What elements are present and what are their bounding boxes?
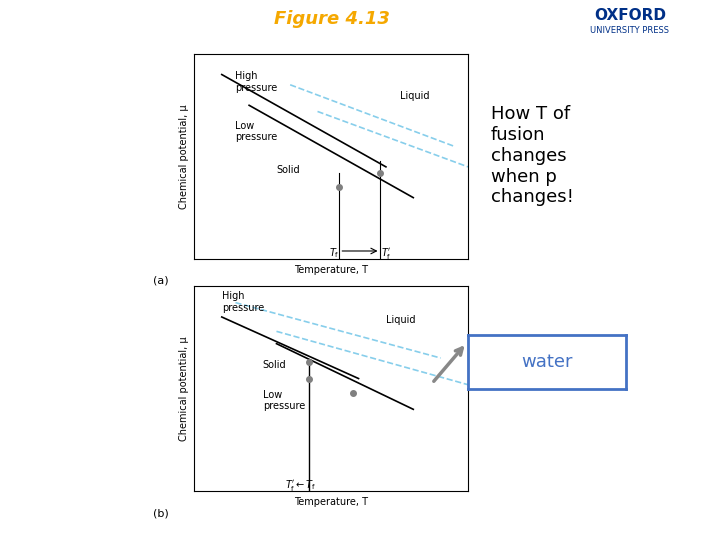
Text: OXFORD: OXFORD <box>594 8 666 23</box>
Text: $T_{\rm f}'\leftarrow T_{\rm f}$: $T_{\rm f}'\leftarrow T_{\rm f}$ <box>285 478 317 494</box>
Text: Liquid: Liquid <box>386 315 415 325</box>
Text: Low
pressure: Low pressure <box>235 120 278 142</box>
Text: Solid: Solid <box>276 165 300 175</box>
Text: (b): (b) <box>153 508 169 518</box>
X-axis label: Temperature, T: Temperature, T <box>294 497 368 507</box>
Text: water: water <box>521 353 573 371</box>
Text: $T_{\rm f}$: $T_{\rm f}$ <box>329 246 339 260</box>
Text: Figure 4.13: Figure 4.13 <box>274 10 390 28</box>
Text: (a): (a) <box>153 276 169 286</box>
Text: $T_{\rm f}'$: $T_{\rm f}'$ <box>381 246 391 261</box>
Text: High
pressure: High pressure <box>235 71 278 93</box>
Text: Solid: Solid <box>263 360 287 370</box>
X-axis label: Temperature, T: Temperature, T <box>294 265 368 275</box>
Text: High
pressure: High pressure <box>222 291 264 313</box>
Text: Low
pressure: Low pressure <box>263 390 305 411</box>
Y-axis label: Chemical potential, μ: Chemical potential, μ <box>179 104 189 209</box>
Text: Liquid: Liquid <box>400 91 429 101</box>
Text: UNIVERSITY PRESS: UNIVERSITY PRESS <box>590 26 670 35</box>
Text: Physical Chemistry Fundamentals:: Physical Chemistry Fundamentals: <box>14 10 370 28</box>
Y-axis label: Chemical potential, μ: Chemical potential, μ <box>179 336 189 441</box>
Text: How T of
fusion
changes
when p
changes!: How T of fusion changes when p changes! <box>491 105 574 206</box>
